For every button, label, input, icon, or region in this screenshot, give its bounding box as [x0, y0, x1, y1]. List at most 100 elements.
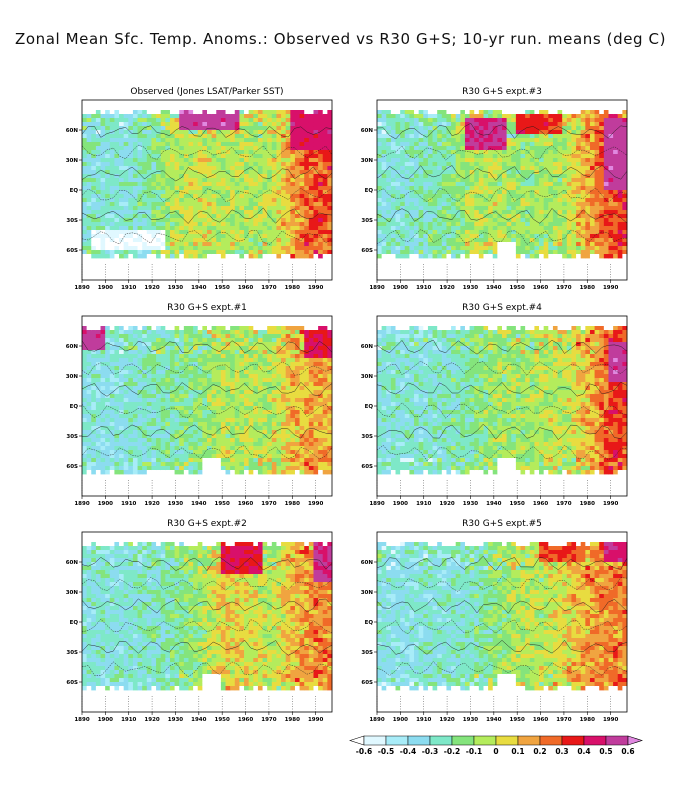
heatmap-cell	[161, 190, 166, 194]
heatmap-cell	[101, 242, 106, 246]
heatmap-cell	[230, 178, 235, 182]
heatmap-cell	[553, 202, 558, 206]
heatmap-cell	[562, 150, 567, 154]
heatmap-cell	[124, 198, 129, 202]
heatmap-cell	[91, 390, 96, 394]
heatmap-cell	[239, 242, 244, 246]
heatmap-cell	[105, 142, 110, 146]
heatmap-cell	[618, 222, 623, 226]
heatmap-cell	[423, 182, 428, 186]
heatmap-cell	[525, 186, 530, 190]
heatmap-cell	[156, 366, 161, 370]
heatmap-cell	[576, 198, 581, 202]
heatmap-cell	[497, 110, 502, 114]
heatmap-cell	[525, 170, 530, 174]
heatmap-cell	[133, 254, 138, 258]
heatmap-cell	[184, 434, 189, 438]
heatmap-cell	[87, 366, 92, 370]
heatmap-cell	[138, 462, 143, 466]
heatmap-cell	[179, 186, 184, 190]
heatmap-cell	[142, 182, 147, 186]
heatmap-cell	[133, 338, 138, 342]
heatmap-cell	[138, 238, 143, 242]
heatmap-cell	[156, 158, 161, 162]
heatmap-cell	[188, 250, 193, 254]
heatmap-cell	[534, 186, 539, 190]
heatmap-cell	[133, 158, 138, 162]
heatmap-cell	[433, 158, 438, 162]
heatmap-cell	[110, 362, 115, 366]
heatmap-cell	[276, 242, 281, 246]
heatmap-cell	[87, 226, 92, 230]
heatmap-cell	[128, 202, 133, 206]
heatmap-cell	[558, 174, 563, 178]
heatmap-cell	[313, 202, 318, 206]
heatmap-cell	[114, 162, 119, 166]
heatmap-cell	[567, 182, 572, 186]
heatmap-cell	[544, 134, 549, 138]
heatmap-cell	[119, 142, 124, 146]
heatmap-cell	[502, 130, 507, 134]
heatmap-cell	[525, 130, 530, 134]
heatmap-cell	[571, 202, 576, 206]
heatmap-cell	[258, 190, 263, 194]
heatmap-cell	[318, 222, 323, 226]
heatmap-cell	[521, 186, 526, 190]
heatmap-cell	[405, 222, 410, 226]
heatmap-cell	[124, 338, 129, 342]
heatmap-cell	[423, 170, 428, 174]
heatmap-cell	[576, 238, 581, 242]
heatmap-cell	[91, 226, 96, 230]
heatmap-cell	[423, 178, 428, 182]
heatmap-cell	[96, 326, 101, 330]
heatmap-cell	[230, 206, 235, 210]
heatmap-cell	[101, 342, 106, 346]
heatmap-cell	[267, 246, 272, 250]
heatmap-cell	[110, 438, 115, 442]
heatmap-cell	[576, 142, 581, 146]
heatmap-cell	[193, 246, 198, 250]
heatmap-cell	[151, 470, 156, 474]
heatmap-cell	[451, 114, 456, 118]
heatmap-cell	[147, 202, 152, 206]
heatmap-cell	[235, 246, 240, 250]
heatmap-cell	[105, 214, 110, 218]
heatmap-cell	[534, 138, 539, 142]
heatmap-cell	[382, 178, 387, 182]
heatmap-cell	[212, 238, 217, 242]
heatmap-cell	[101, 354, 106, 358]
heatmap-cell	[585, 242, 590, 246]
heatmap-cell	[96, 330, 101, 334]
heatmap-cell	[272, 158, 277, 162]
heatmap-cell	[198, 130, 203, 134]
heatmap-cell	[119, 230, 124, 234]
heatmap-cell	[534, 114, 539, 118]
heatmap-cell	[105, 418, 110, 422]
heatmap-cell	[581, 146, 586, 150]
heatmap-cell	[300, 210, 305, 214]
heatmap-cell	[391, 162, 396, 166]
heatmap-cell	[202, 206, 207, 210]
heatmap-cell	[521, 130, 526, 134]
heatmap-cell	[156, 186, 161, 190]
heatmap-cell	[419, 254, 424, 258]
heatmap-cell	[276, 226, 281, 230]
heatmap-cell	[124, 358, 129, 362]
heatmap-cell	[184, 186, 189, 190]
heatmap-cell	[423, 234, 428, 238]
heatmap-cell	[456, 254, 461, 258]
heatmap-cell	[235, 178, 240, 182]
heatmap-cell	[608, 126, 613, 130]
heatmap-cell	[96, 222, 101, 226]
heatmap-cell	[142, 226, 147, 230]
heatmap-cell	[595, 222, 600, 226]
heatmap-cell	[604, 158, 609, 162]
heatmap-cell	[101, 254, 106, 258]
heatmap-cell	[502, 118, 507, 122]
heatmap-cell	[96, 418, 101, 422]
heatmap-cell	[110, 158, 115, 162]
heatmap-cell	[456, 246, 461, 250]
heatmap-cell	[175, 166, 180, 170]
heatmap-cell	[286, 246, 291, 250]
heatmap-cell	[400, 150, 405, 154]
